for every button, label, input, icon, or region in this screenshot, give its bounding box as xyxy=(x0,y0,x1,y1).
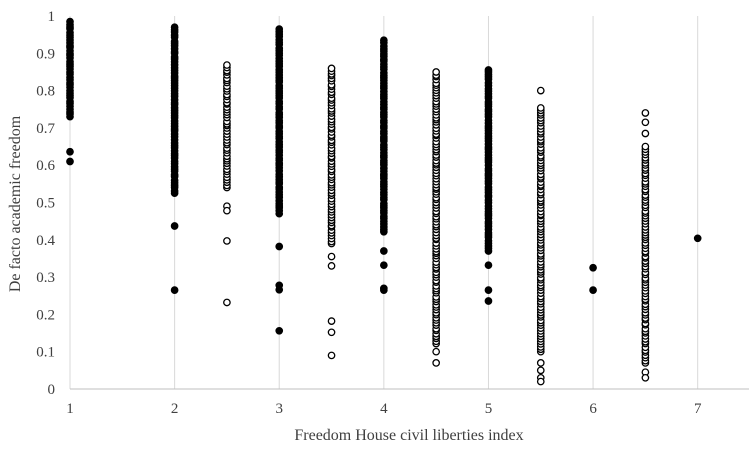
data-point-hollow xyxy=(536,86,545,95)
x-tick-label: 1 xyxy=(66,401,74,417)
y-tick-label: 0.9 xyxy=(36,46,55,62)
data-point-hollow xyxy=(641,129,650,138)
data-point-filled xyxy=(589,286,597,295)
data-point-hollow xyxy=(223,298,231,307)
data-point-hollow xyxy=(641,142,650,151)
y-tick-label: 0.2 xyxy=(36,307,55,323)
data-points xyxy=(66,17,702,386)
y-tick-label: 1 xyxy=(48,9,56,25)
data-point-hollow xyxy=(536,104,545,112)
data-point-filled xyxy=(484,261,493,270)
data-point-hollow xyxy=(223,206,231,215)
data-point-hollow xyxy=(641,109,650,117)
data-point-hollow xyxy=(641,118,650,127)
y-tick-label: 0.1 xyxy=(36,345,55,361)
x-tick-label: 3 xyxy=(275,401,283,417)
data-point-filled xyxy=(484,297,493,305)
y-tick-label: 0.7 xyxy=(36,121,55,137)
x-tick-label: 5 xyxy=(485,401,493,417)
data-point-hollow xyxy=(327,351,336,360)
data-point-hollow xyxy=(223,61,231,69)
y-tick-label: 0.5 xyxy=(36,196,55,212)
data-point-hollow xyxy=(536,366,545,375)
data-point-hollow xyxy=(327,64,336,73)
y-tick-label: 0.3 xyxy=(36,270,55,286)
data-point-filled xyxy=(170,23,179,32)
data-point-filled xyxy=(379,261,388,270)
y-tick-label: 0.4 xyxy=(36,233,55,249)
data-point-filled xyxy=(66,17,74,26)
x-tick-label: 6 xyxy=(589,401,597,417)
data-point-hollow xyxy=(327,317,336,325)
data-point-filled xyxy=(170,222,179,230)
data-point-filled xyxy=(275,242,284,251)
data-point-filled xyxy=(379,36,388,45)
data-point-hollow xyxy=(327,252,336,261)
data-point-filled xyxy=(589,263,597,272)
data-point-filled xyxy=(66,147,74,156)
x-tick-label: 4 xyxy=(380,401,388,417)
x-tick-label: 7 xyxy=(694,401,702,417)
y-tick-label: 0.6 xyxy=(36,158,55,174)
data-point-filled xyxy=(379,286,388,295)
data-point-filled xyxy=(379,247,388,255)
y-tick-label: 0.8 xyxy=(36,84,55,100)
data-point-hollow xyxy=(327,328,336,337)
data-point-hollow xyxy=(536,359,545,367)
data-point-hollow xyxy=(432,347,441,356)
data-point-hollow xyxy=(223,237,231,245)
y-tick-label: 0 xyxy=(48,382,56,398)
data-point-filled xyxy=(275,25,284,33)
data-point-hollow xyxy=(536,377,545,386)
x-tick-label: 2 xyxy=(171,401,179,417)
data-point-hollow xyxy=(432,68,441,76)
data-point-filled xyxy=(484,286,493,295)
data-point-filled xyxy=(693,234,702,243)
data-point-filled xyxy=(66,157,74,166)
x-axis-label: Freedom House civil liberties index xyxy=(294,427,523,444)
data-point-hollow xyxy=(432,359,441,367)
data-point-hollow xyxy=(641,373,650,382)
tick-labels: 0 0.1 0.2 0.3 0.4 0.5 0.6 0.7 0.8 0.9 1 1 2 3 4 5 6 7 xyxy=(36,9,702,417)
y-axis-label: De facto academic freedom xyxy=(7,115,24,292)
data-point-filled xyxy=(275,326,284,335)
data-point-filled xyxy=(484,66,493,74)
data-point-filled xyxy=(275,285,284,294)
data-point-hollow xyxy=(327,262,336,270)
data-point-filled xyxy=(170,286,179,295)
